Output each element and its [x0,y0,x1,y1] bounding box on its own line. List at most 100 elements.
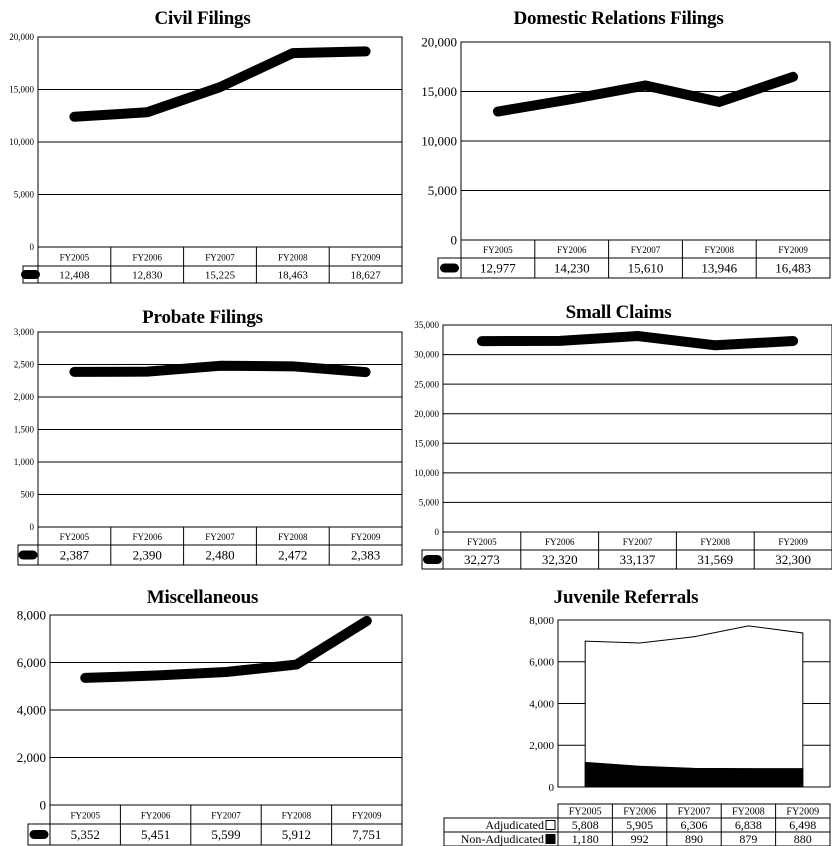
data-point [366,620,368,622]
data-point [497,111,499,113]
data-point [571,98,573,100]
data-label: 15,225 [205,269,236,281]
data-point [718,101,720,103]
y-tick-label: 2,500 [14,360,35,370]
x-tick-label: FY2009 [778,537,808,547]
row-label: Non-Adjudicated [461,832,544,846]
x-tick-label: FY2006 [141,811,171,821]
y-tick-label: 10,000 [9,137,34,147]
data-point [295,664,297,666]
data-point [365,371,367,373]
civil-filings-title: Civil Filings [154,8,251,29]
y-tick-label: 0 [40,798,47,813]
area-adjudicated [584,625,804,788]
data-label: 2,383 [351,548,380,563]
y-tick-label: 35,000 [414,320,439,330]
data-label: 890 [685,832,703,846]
x-tick-label: FY2008 [282,811,312,821]
data-point [792,340,794,342]
domestic-relations-filings-panel: Domestic Relations Filings 0 5,000 10,000 15… [405,0,832,290]
data-label: 5,451 [141,827,170,842]
x-tick-label: FY2005 [569,807,602,818]
x-tick-label: FY2006 [623,807,656,818]
miscellaneous-title: Miscellaneous [146,587,259,608]
juvenile-referrals-chart: 0 2,000 4,000 6,000 8,000 FY2005 FY2006 FY2007 F… [443,615,831,846]
civil-filings-panel: Civil Filings 0 5,000 10,000 15,000 20,000 FY2… [0,0,405,290]
data-label: 2,480 [205,548,234,563]
y-tick-label: 4,000 [17,703,46,718]
data-label: 12,408 [59,269,90,281]
y-tick-label: 0 [435,527,440,537]
x-tick-label: FY2005 [70,811,100,821]
x-tick-label: FY2006 [545,537,575,547]
y-tick-label: 4,000 [529,698,554,710]
domestic-relations-filings-title: Domestic Relations Filings [513,8,724,29]
x-tick-label: FY2007 [631,245,661,255]
y-tick-label: 8,000 [17,608,46,623]
data-table-row [421,549,832,570]
data-label: 15,610 [628,261,664,276]
data-point [292,365,294,367]
small-claims-panel: Small Claims 0 5,000 10,000 15,000 20,000 25,0… [405,300,832,570]
data-label: 7,751 [352,827,381,842]
data-point [225,671,227,673]
y-tick-label: 2,000 [529,740,554,752]
y-tick-label: 500 [21,490,35,500]
y-tick-label: 30,000 [414,350,439,360]
data-label: 18,627 [350,269,381,281]
data-label: 2,390 [133,548,162,563]
data-point [73,371,75,373]
data-table-row [27,823,403,846]
data-label: 5,912 [282,827,311,842]
data-point [584,640,586,642]
data-point [693,636,695,638]
y-tick-label: 20,000 [9,32,34,42]
y-tick-label: 3,000 [14,327,35,337]
data-label: 5,352 [71,827,100,842]
data-label: 1,180 [572,832,599,846]
data-point [84,677,86,679]
x-tick-label: FY2007 [623,537,653,547]
y-tick-label: 6,000 [529,657,554,669]
data-point [155,675,157,677]
x-tick-label: FY2009 [351,532,381,542]
x-tick-label: FY2009 [778,245,808,255]
data-point [747,625,749,627]
data-point [146,371,148,373]
data-point [73,116,75,118]
data-label: 13,946 [701,261,737,276]
x-tick-label: FY2008 [278,253,308,263]
data-label: 6,306 [681,818,708,832]
small-claims-title: Small Claims [565,302,672,323]
probate-filings-title: Probate Filings [142,307,263,328]
y-tick-label: 0 [451,233,458,248]
x-tick-label: FY2008 [732,807,765,818]
data-point [584,761,586,763]
data-label: 16,483 [775,261,811,276]
data-label: 14,230 [554,261,590,276]
data-point [645,84,646,86]
data-label: 18,463 [278,269,309,281]
x-tick-label: FY2006 [132,532,162,542]
miscellaneous-chart: 0 2,000 4,000 6,000 8,000 FY2005 FY2006 FY2007 F… [17,608,403,846]
data-point [481,340,483,342]
y-tick-label: 1,500 [14,425,35,435]
y-tick-label: 10,000 [414,468,439,478]
data-label: 6,498 [789,818,816,832]
y-tick-label: 15,000 [9,85,34,95]
y-tick-label: 6,000 [17,655,46,670]
x-tick-label: FY2007 [678,807,711,818]
data-label: 5,905 [626,818,653,832]
data-table-row [17,544,403,566]
y-tick-label: 5,000 [419,498,440,508]
x-tick-label: FY2008 [278,532,308,542]
data-label: 879 [739,832,757,846]
data-label: 5,599 [211,827,240,842]
data-label: 12,977 [480,261,516,276]
data-label: 12,830 [132,269,163,281]
juvenile-referrals-panel: Juvenile Referrals 0 2,000 4,000 6,000 8,000 F… [420,580,832,846]
x-tick-label: FY2007 [205,253,235,263]
y-tick-label: 20,000 [414,409,439,419]
data-point [637,335,638,337]
y-tick-label: 8,000 [529,615,554,627]
